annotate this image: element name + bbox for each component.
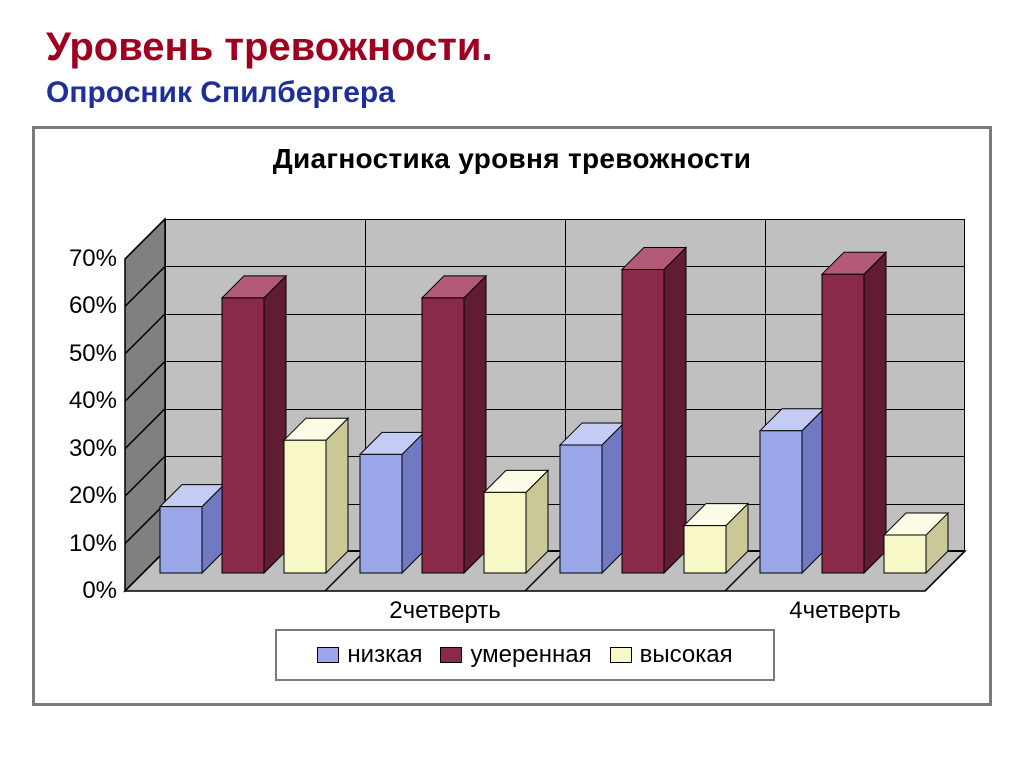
x-tick-label: 4четверть: [789, 597, 901, 625]
legend-label-low: низкая: [347, 641, 422, 669]
y-tick-label: 40%: [47, 387, 117, 415]
slide-subtitle: Опросник Спилбергера: [46, 76, 994, 110]
legend-swatch-high: [610, 647, 632, 663]
y-tick-label: 70%: [47, 245, 117, 273]
legend-label-moderate: умеренная: [470, 641, 591, 669]
legend-item-high: высокая: [610, 641, 733, 669]
legend-swatch-moderate: [440, 647, 462, 663]
chart-title: Диагностика уровня тревожности: [35, 143, 989, 175]
slide: Уровень тревожности. Опросник Спилбергер…: [0, 0, 1024, 768]
y-tick-label: 50%: [47, 340, 117, 368]
chart-bars: [125, 219, 967, 599]
plot-area: [165, 219, 965, 551]
legend-item-moderate: умеренная: [440, 641, 591, 669]
y-tick-label: 0%: [47, 577, 117, 605]
legend-item-low: низкая: [317, 641, 422, 669]
legend: низкая умеренная высокая: [275, 629, 775, 681]
legend-swatch-low: [317, 647, 339, 663]
slide-title: Уровень тревожности.: [46, 24, 994, 70]
y-tick-label: 30%: [47, 435, 117, 463]
y-tick-label: 20%: [47, 482, 117, 510]
y-tick-label: 60%: [47, 292, 117, 320]
y-tick-label: 10%: [47, 530, 117, 558]
chart-frame: Диагностика уровня тревожности 0% 10% 20% 3…: [32, 126, 992, 706]
x-tick-label: 2четверть: [389, 597, 501, 625]
legend-label-high: высокая: [640, 641, 733, 669]
